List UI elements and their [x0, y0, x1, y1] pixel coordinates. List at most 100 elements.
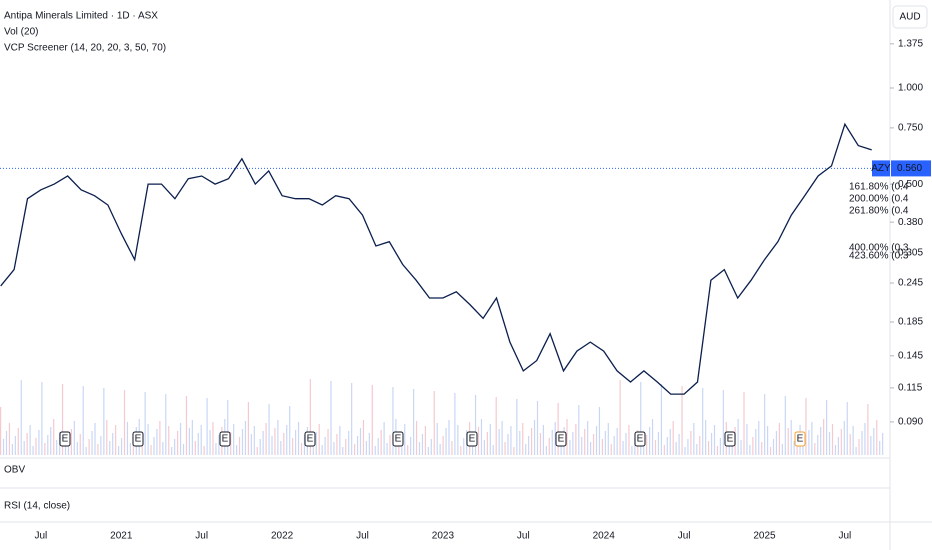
volume-decoration: [746, 424, 748, 455]
volume-decoration: [188, 428, 190, 455]
volume-decoration: [112, 433, 114, 455]
y-tick-label: 0.380: [898, 217, 923, 228]
volume-decoration: [177, 431, 179, 455]
volume-decoration: [681, 386, 683, 455]
volume-decoration: [41, 382, 43, 455]
x-tick-label: Jul: [517, 531, 530, 542]
volume-decoration: [451, 441, 453, 455]
volume-decoration: [321, 445, 323, 455]
earnings-label: E: [307, 434, 314, 445]
volume-decoration: [855, 447, 857, 455]
volume-decoration: [14, 436, 16, 455]
earnings-label: E: [727, 434, 734, 445]
volume-decoration: [61, 384, 64, 455]
volume-decoration: [820, 427, 822, 455]
volume-decoration: [843, 421, 845, 455]
volume-decoration: [147, 424, 149, 455]
volume-decoration: [601, 439, 603, 455]
volume-decoration: [716, 446, 719, 455]
volume-decoration: [755, 429, 757, 455]
volume-decoration: [504, 442, 506, 455]
y-tick-label: 1.375: [898, 38, 923, 49]
volume-decoration: [23, 441, 25, 455]
volume-decoration: [191, 420, 193, 455]
volume-decoration: [693, 423, 695, 455]
volume-decoration: [144, 392, 146, 455]
volume-decoration: [17, 428, 19, 455]
volume-decoration: [286, 425, 288, 455]
volume-decoration: [442, 436, 444, 455]
volume-decoration: [97, 444, 99, 455]
earnings-marker: [219, 431, 231, 447]
volume-decoration: [297, 422, 300, 455]
volume-decoration: [513, 447, 515, 455]
x-tick-label: Jul: [356, 531, 369, 542]
earnings-label: E: [469, 434, 476, 445]
volume-decoration: [380, 430, 382, 455]
volume-decoration: [643, 443, 645, 455]
volume-decoration: [675, 442, 677, 455]
volume-decoration: [808, 430, 810, 455]
y-tick-label: 0.090: [898, 417, 923, 428]
volume-decoration: [654, 440, 657, 455]
volume-decoration: [817, 435, 819, 455]
volume-decoration: [20, 380, 22, 455]
volume-decoration: [852, 426, 854, 455]
volume-decoration: [247, 402, 249, 455]
volume-decoration: [106, 420, 108, 455]
volume-decoration: [604, 431, 606, 455]
volume-decoration: [383, 422, 385, 455]
volume-decoration: [150, 445, 152, 455]
volume-decoration: [29, 425, 31, 455]
volume-decoration: [153, 437, 155, 455]
volume-decoration: [879, 441, 881, 455]
volume-decoration: [772, 439, 775, 455]
ticker-badge: [872, 160, 890, 177]
volume-decoration: [309, 379, 311, 455]
volume-decoration: [522, 423, 524, 455]
volume-decoration: [318, 424, 320, 455]
volume-decoration: [44, 443, 46, 455]
volume-decoration: [359, 428, 362, 455]
volume-decoration: [705, 420, 707, 455]
currency[interactable]: AUD: [899, 12, 920, 23]
volume-decoration: [551, 430, 553, 455]
volume-decoration: [415, 421, 418, 455]
volume-decoration: [421, 434, 424, 455]
volume-decoration: [424, 426, 426, 455]
volume-decoration: [814, 443, 816, 455]
volume-decoration: [88, 439, 90, 455]
volume-decoration: [100, 436, 102, 455]
volume-decoration: [531, 428, 533, 455]
earnings-marker: [466, 431, 478, 447]
volume-decoration: [557, 403, 559, 455]
volume-decoration: [280, 441, 282, 455]
x-tick-label: 2023: [432, 531, 455, 542]
volume-decoration: [109, 441, 111, 455]
volume-decoration: [831, 424, 834, 455]
y-tick-label: 1.000: [898, 83, 923, 94]
volume-decoration: [236, 445, 238, 455]
volume-decoration: [159, 421, 161, 455]
volume-decoration: [436, 423, 438, 455]
volume-decoration: [277, 420, 279, 455]
volume-decoration: [185, 396, 188, 455]
volume-decoration: [0, 407, 2, 455]
volume-decoration: [761, 442, 763, 455]
indicator-label: VCP Screener (14, 20, 20, 3, 50, 70): [4, 43, 166, 54]
earnings-marker: [304, 431, 316, 447]
volume-decoration: [79, 434, 81, 455]
volume-decoration: [634, 438, 636, 455]
volume-decoration: [324, 437, 326, 455]
currency-button[interactable]: [892, 5, 928, 29]
volume-decoration: [348, 431, 350, 455]
volume-decoration: [876, 420, 878, 455]
volume-decoration: [625, 433, 627, 455]
volume-decoration: [371, 385, 373, 455]
volume-decoration: [587, 421, 589, 455]
volume-decoration: [781, 444, 783, 455]
volume-decoration: [752, 437, 754, 455]
volume-decoration: [289, 406, 291, 455]
fib-label: 400.00% (0.3: [849, 243, 909, 254]
